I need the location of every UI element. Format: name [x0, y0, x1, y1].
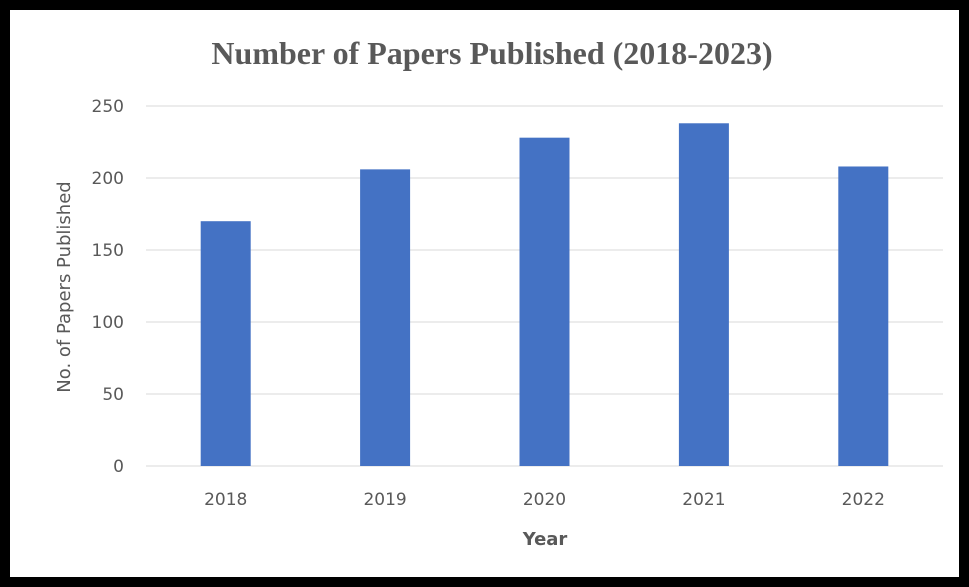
- x-tick-label: 2018: [204, 490, 247, 510]
- bars: [200, 123, 889, 467]
- bar-2019: [360, 169, 411, 467]
- y-tick-label: 200: [92, 169, 124, 189]
- y-tick-label: 100: [92, 313, 124, 333]
- y-tick-label: 250: [92, 97, 124, 117]
- x-tick-label: 2022: [842, 490, 885, 510]
- y-tick-labels: 0 50 100 150 200 250: [92, 97, 124, 477]
- chart-title: Number of Papers Published (2018-2023): [211, 35, 772, 71]
- y-tick-label: 50: [102, 385, 124, 405]
- bar-2020: [519, 137, 570, 466]
- x-tick-label: 2020: [523, 490, 566, 510]
- x-tick-label: 2019: [363, 490, 406, 510]
- y-tick-label: 0: [113, 457, 124, 477]
- bar-2021: [678, 123, 729, 466]
- x-axis-title: Year: [522, 529, 568, 550]
- y-tick-label: 150: [92, 241, 124, 261]
- x-tick-label: 2021: [682, 490, 725, 510]
- y-axis-title: No. of Papers Published: [54, 181, 75, 392]
- bar-2022: [838, 166, 889, 467]
- bar-2018: [200, 221, 251, 466]
- x-tick-labels: 2018 2019 2020 2021 2022: [204, 490, 885, 510]
